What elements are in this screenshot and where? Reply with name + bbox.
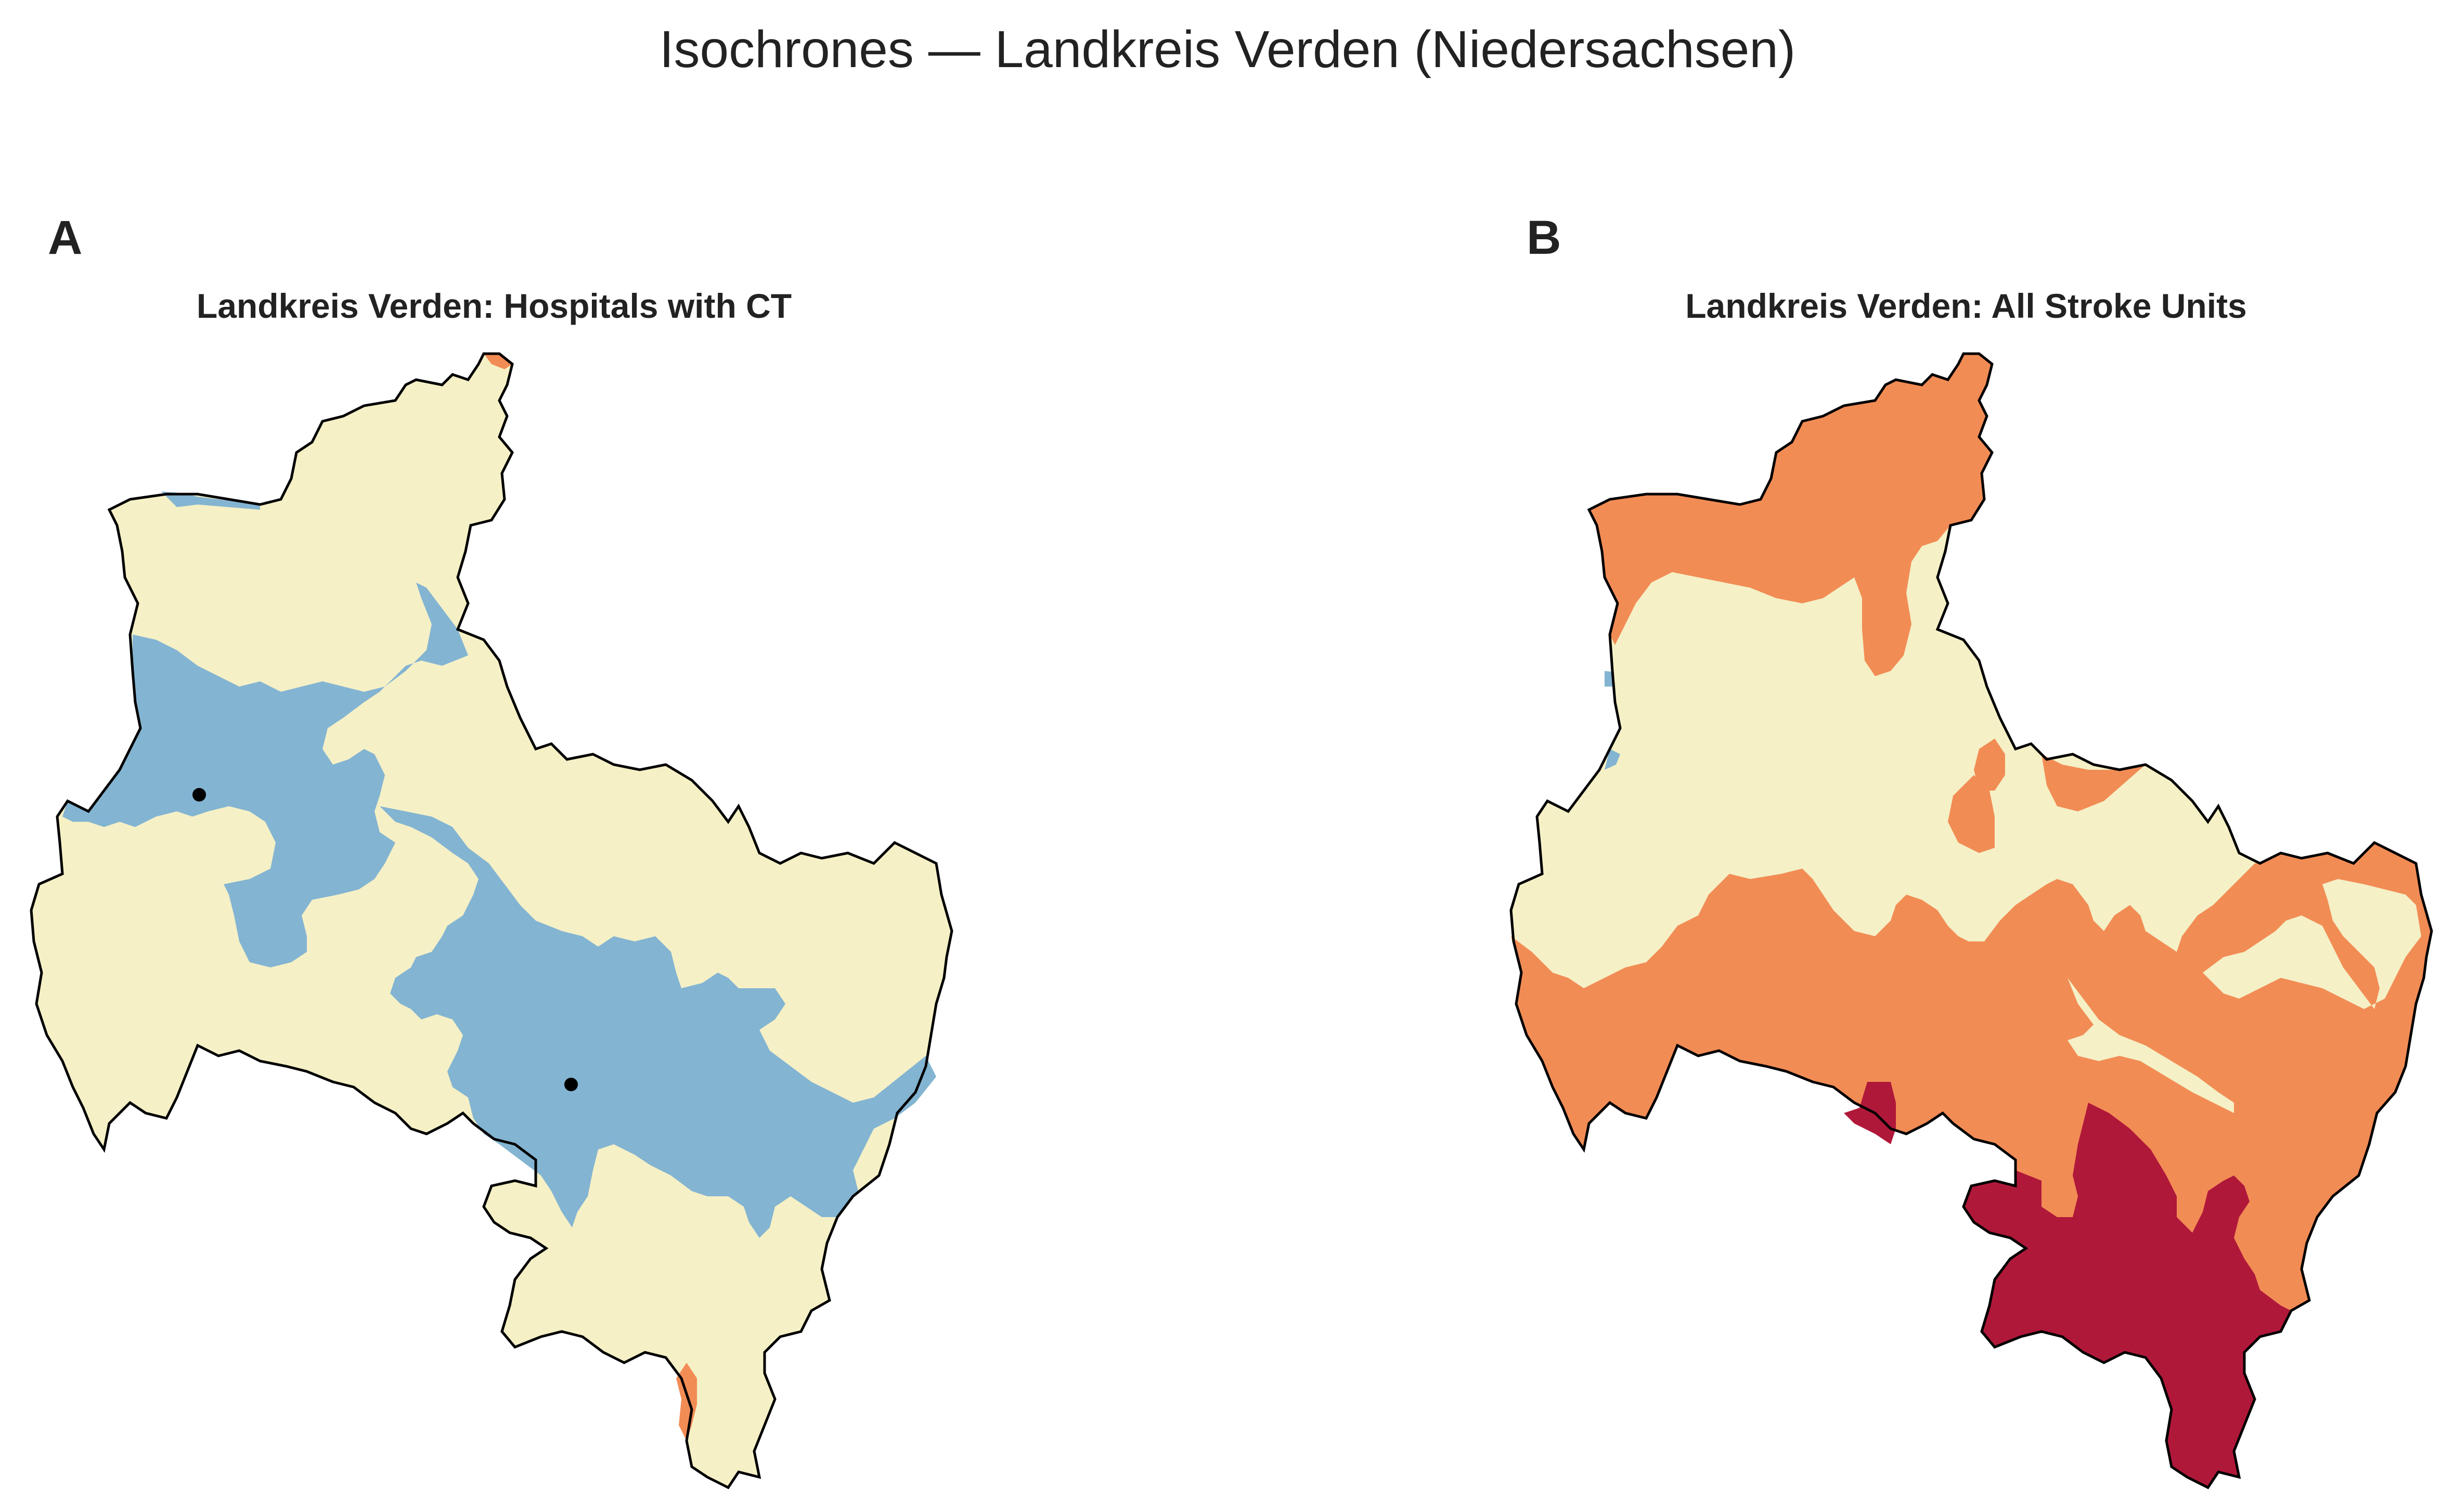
panel-b-map xyxy=(1511,354,2432,1488)
hospital-marker-2 xyxy=(564,1078,578,1091)
panel-b-zone-mid-river xyxy=(2068,978,2234,1113)
panel-b-letter: B xyxy=(1527,211,1561,264)
panel-b-zone-far-patch-3 xyxy=(1948,775,1995,853)
panel-b-zone-farthest-west xyxy=(1844,1082,1896,1144)
panel-a-map xyxy=(31,354,952,1488)
panel-a-zone-near-north xyxy=(161,492,260,510)
figure-title: Isochrones — Landkreis Verden (Niedersac… xyxy=(659,20,1796,79)
panel-b-zone-far-patch-2 xyxy=(2041,754,2146,811)
panel-a-zone-far-north xyxy=(484,354,512,369)
panel-b-zone-farthest-main xyxy=(1963,1103,2291,1488)
panel-b-zone-mid-east xyxy=(2203,879,2421,1009)
panel-a-zone-near-west xyxy=(62,583,468,967)
panel-a-letter: A xyxy=(48,211,83,264)
panel-a-zone-near-center xyxy=(380,806,936,1238)
panel-b-zone-far-north xyxy=(1589,354,1992,676)
panel-a-title: Landkreis Verden: Hospitals with CT xyxy=(196,287,792,325)
panel-b-zone-far-patch xyxy=(1974,739,2005,791)
panel-b-title: Landkreis Verden: All Stroke Units xyxy=(1685,287,2247,325)
hospital-marker-1 xyxy=(192,788,206,802)
